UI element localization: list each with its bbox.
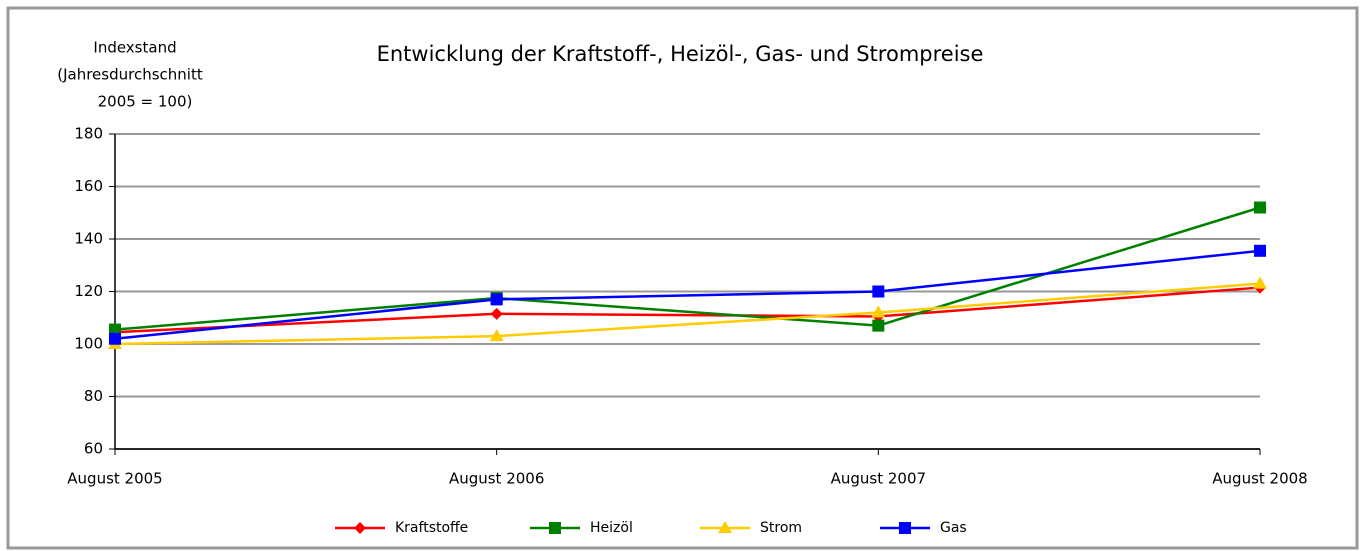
marker	[1254, 201, 1266, 214]
legend-label: Gas	[940, 520, 967, 536]
series-line	[114, 282, 1261, 346]
legend-marker	[899, 522, 911, 534]
y-axis-label: 2005 = 100)	[98, 93, 193, 111]
marker	[871, 305, 886, 318]
series-line	[114, 206, 1261, 331]
legend-marker	[718, 521, 732, 533]
legend-label: Strom	[760, 520, 802, 536]
y-tick-label: 140	[74, 230, 103, 248]
x-tick-label: August 2008	[1212, 470, 1307, 488]
chart-frame	[6, 6, 1359, 550]
y-tick-label: 60	[84, 440, 103, 458]
series-line	[114, 249, 1261, 340]
x-tick-label: August 2005	[67, 470, 162, 488]
x-tick-label: August 2006	[449, 470, 544, 488]
marker	[490, 307, 503, 320]
legend-label: Kraftstoffe	[395, 520, 468, 536]
legend-marker	[354, 522, 366, 534]
y-tick-label: 160	[74, 177, 103, 195]
marker	[1253, 276, 1267, 289]
y-axis-label: Indexstand	[93, 39, 176, 57]
y-tick-label: 80	[84, 387, 103, 405]
marker	[1254, 244, 1266, 257]
marker	[872, 319, 885, 332]
legend-marker	[549, 522, 561, 534]
y-tick-label: 100	[74, 335, 103, 353]
y-tick-label: 120	[74, 282, 103, 300]
chart-title: Entwicklung der Kraftstoff-, Heizöl-, Ga…	[377, 42, 984, 66]
legend-label: Heizöl	[590, 520, 633, 536]
marker	[872, 285, 885, 298]
y-axis-label: (Jahresdurchschnitt	[57, 66, 203, 84]
series-line	[114, 286, 1261, 334]
y-tick-label: 180	[74, 125, 103, 143]
marker	[109, 332, 121, 345]
marker	[489, 329, 504, 342]
marker	[490, 293, 503, 306]
x-tick-label: August 2007	[831, 470, 926, 488]
marker	[109, 323, 121, 336]
